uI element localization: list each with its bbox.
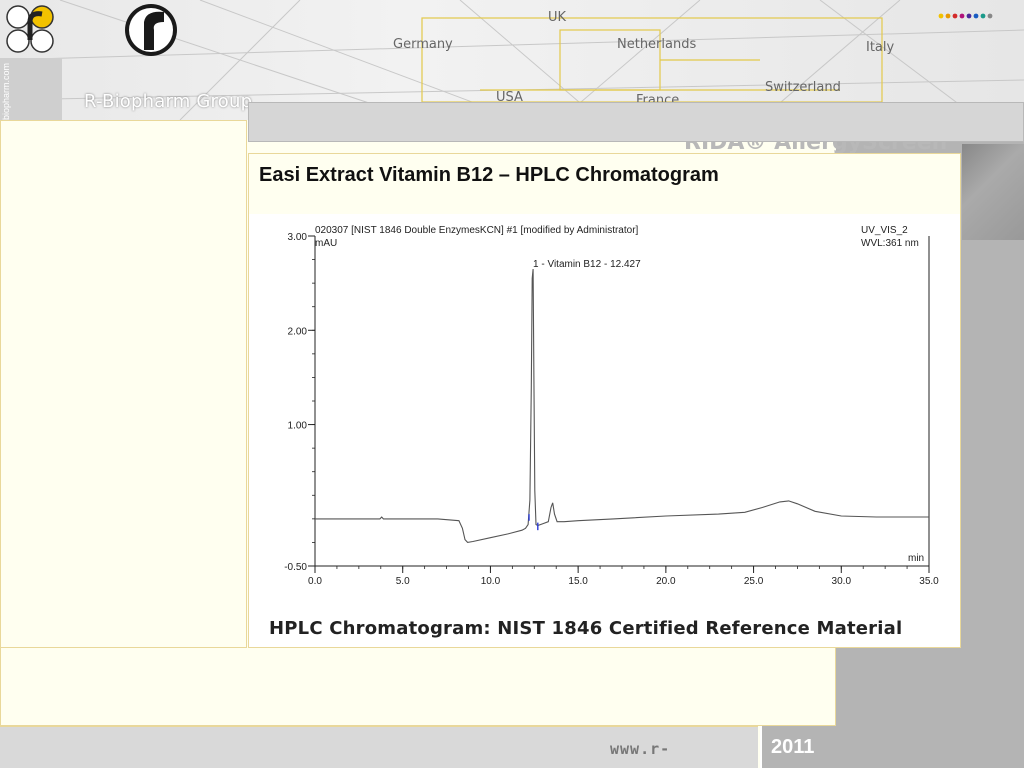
slide-title: Easi Extract Vitamin B12 – HPLC Chromato…: [259, 164, 719, 186]
left-panel: [0, 120, 247, 648]
footer-url[interactable]: www.r-: [610, 740, 671, 758]
y-unit-label: mAU: [315, 238, 337, 249]
y-tick-label: 1.00: [288, 421, 308, 432]
country-uk: UK: [548, 10, 567, 25]
footer-year-box: [760, 726, 1024, 768]
logo-r-circle: [125, 4, 177, 56]
brand-tile: [0, 58, 62, 120]
y-tick-label: 3.00: [288, 232, 308, 243]
chromatogram-chart: 3.00 2.00 1.00 -0.500.0 5.0 10.0 15.0 20.0 25.0 3…: [284, 225, 939, 587]
x-tick-label: 0.0: [308, 576, 322, 587]
x-tick-label: 25.0: [744, 576, 764, 587]
x-tick-label: 5.0: [396, 576, 410, 587]
figure-caption: HPLC Chromatogram: NIST 1846 Certified R…: [269, 618, 903, 639]
footer-bar: [0, 726, 758, 768]
chromatogram-trace: [315, 268, 929, 543]
map-background: [0, 0, 1024, 120]
x-unit-label: min: [908, 553, 924, 564]
decorative-photo: [962, 144, 1024, 240]
lower-band: [0, 648, 836, 726]
country-netherlands: Netherlands: [617, 37, 697, 52]
x-tick-label: 30.0: [832, 576, 852, 587]
gray-banner: [248, 102, 1024, 142]
country-germany: Germany: [393, 37, 453, 52]
brand-name: R-Biopharm Group: [84, 91, 253, 112]
country-italy: Italy: [866, 40, 895, 55]
y-tick-label: -0.50: [284, 562, 307, 573]
country-switzerland: Switzerland: [765, 80, 841, 95]
slide-content: Easi Extract Vitamin B12 – HPLC Chromato…: [248, 153, 961, 648]
x-tick-label: 15.0: [568, 576, 588, 587]
wavelength-label: WVL:361 nm: [861, 238, 919, 249]
vertical-url: biopharm.com: [1, 62, 11, 120]
x-tick-label: 35.0: [919, 576, 939, 587]
color-dots-icon: [938, 13, 993, 19]
chromatogram-figure: 3.00 2.00 1.00 -0.50 0.0 5.0 10.0 15.0 20.0 25.0 3…: [249, 214, 960, 647]
y-tick-label: 2.00: [288, 326, 308, 337]
chart-axes: [314, 236, 930, 567]
chart-ticks: 3.00 2.00 1.00 -0.500.0 5.0 10.0 15.0 20.0 25.0 3…: [284, 232, 939, 587]
x-tick-label: 20.0: [656, 576, 676, 587]
chart-title: 020307 [NIST 1846 Double EnzymesKCN] #1 …: [315, 225, 639, 236]
chart-trace-layer: [315, 268, 929, 543]
footer-year: 2011: [771, 736, 815, 758]
x-tick-label: 10.0: [481, 576, 501, 587]
logo-circles: [6, 5, 54, 53]
peak-annotation: 1 - Vitamin B12 - 12.427: [533, 259, 641, 270]
header-banner: biopharm.com R-Biopharm Group UK Germany…: [0, 0, 1024, 120]
channel-label: UV_VIS_2: [861, 225, 908, 236]
chart-labels: 020307 [NIST 1846 Double EnzymesKCN] #1 …: [315, 225, 924, 564]
country-usa: USA: [496, 90, 523, 105]
